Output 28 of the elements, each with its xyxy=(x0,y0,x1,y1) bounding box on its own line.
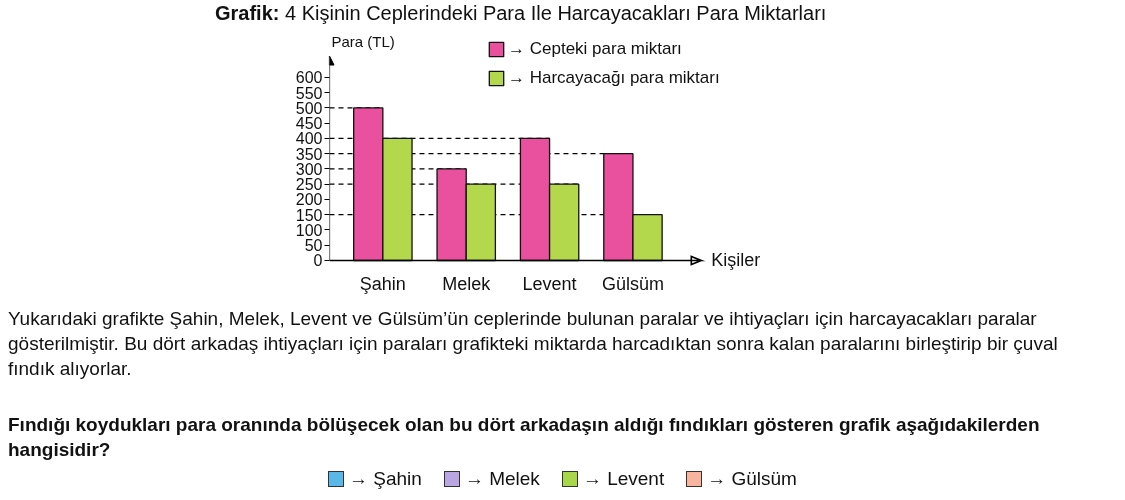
category-label: → Şahin xyxy=(349,468,422,489)
x-axis-title: Kişiler xyxy=(711,250,761,271)
x-tick-label: Şahin xyxy=(359,273,406,294)
y-tick-label: 350 xyxy=(295,145,323,163)
legend-label: → Harcayacağı para miktarı xyxy=(508,68,720,88)
chart-title: Grafik: 4 Kişinin Ceplerindeki Para Ile Harcayacakları Para Miktarları xyxy=(214,1,827,24)
y-tick-label: 250 xyxy=(295,176,323,194)
x-tick-label: Gülsüm xyxy=(601,273,664,294)
y-tick-label: 100 xyxy=(295,221,323,239)
y-tick-label: 500 xyxy=(295,99,323,117)
legend-label: → Cepteki para miktarı xyxy=(508,39,682,59)
y-tick-label: 0 xyxy=(313,252,323,270)
category-label: → Levent xyxy=(582,468,665,489)
x-tick-label: Levent xyxy=(522,273,577,294)
y-tick-label: 200 xyxy=(295,191,323,209)
y-tick-label: 450 xyxy=(295,115,323,133)
y-tick-label: 550 xyxy=(295,84,323,102)
x-tick-label: Melek xyxy=(442,273,492,294)
y-tick-label: 50 xyxy=(304,237,323,255)
text: Yukarıdaki grafikte Şahin, Melek, Levent ve Gülsüm’ün ceplerinde bulunan paralar ve ihtiyaçları için harcayacakları paralar gösterilmiştir. Bu dört arkadaş ihtiyaçları için paraları grafikteki miktarda harcadıktan sonra kalan paralarını birleştirip bir çuval fındık alıyorlar. xyxy=(8,307,1059,381)
y-tick-label: 600 xyxy=(295,69,323,87)
y-axis-title: Para (TL) xyxy=(331,33,395,51)
category-label: → Gülsüm xyxy=(707,468,797,489)
text: Fındığı koydukları para oranında bölüşecek olan bu dört arkadaşın aldığı fındıkları gösteren grafik aşağıdakilerden hangisidir? xyxy=(8,413,1041,462)
y-tick-label: 300 xyxy=(295,160,323,178)
y-tick-label: 150 xyxy=(295,206,323,224)
category-label: → Melek xyxy=(464,468,540,489)
y-tick-label: 400 xyxy=(295,130,323,148)
